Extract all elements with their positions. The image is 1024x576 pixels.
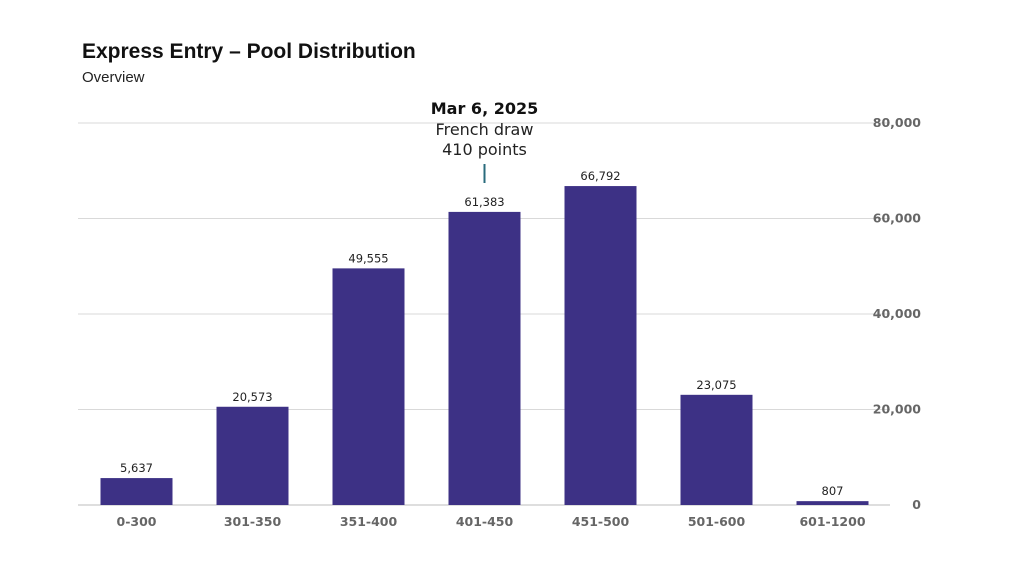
y-tick-label: 40,000 <box>873 306 922 321</box>
bar <box>216 406 289 505</box>
data-label: 49,555 <box>348 251 388 265</box>
x-tick-label: 351-400 <box>340 514 398 529</box>
x-tick-label: 401-450 <box>456 514 514 529</box>
y-tick-label: 80,000 <box>873 115 922 130</box>
chart-title: Express Entry – Pool Distribution <box>82 40 416 63</box>
bar <box>332 268 405 505</box>
y-tick-label: 20,000 <box>873 402 922 417</box>
chart-subtitle: Overview <box>82 69 145 86</box>
x-tick-label: 601-1200 <box>799 514 865 529</box>
y-axis-ticks: 0 20,000 40,000 60,000 80,000 <box>873 115 922 512</box>
annotation-date: Mar 6, 2025 <box>431 99 539 118</box>
y-tick-label: 0 <box>912 497 921 512</box>
annotation-line-1: French draw <box>436 120 534 139</box>
bar <box>680 394 753 505</box>
bar <box>564 186 637 505</box>
bar <box>796 501 869 505</box>
data-label: 5,637 <box>120 461 153 475</box>
x-tick-label: 451-500 <box>572 514 630 529</box>
bar <box>448 211 521 505</box>
x-tick-label: 0-300 <box>117 514 157 529</box>
x-tick-label: 501-600 <box>688 514 746 529</box>
data-label: 23,075 <box>696 378 736 392</box>
data-label: 807 <box>822 484 844 498</box>
data-label: 66,792 <box>580 169 620 183</box>
bars <box>100 186 869 505</box>
data-label: 61,383 <box>464 195 504 209</box>
x-tick-label: 301-350 <box>224 514 282 529</box>
data-labels: 5,637 20,573 49,555 61,383 66,792 23,075 807 <box>120 169 843 498</box>
annotation-line-2: 410 points <box>442 140 527 159</box>
bar <box>100 478 173 505</box>
annotation: Mar 6, 2025 French draw 410 points <box>431 99 539 183</box>
y-tick-label: 60,000 <box>873 211 922 226</box>
x-axis-ticks: 0-300 301-350 351-400 401-450 451-500 501-600… <box>117 514 866 529</box>
data-label: 20,573 <box>232 390 272 404</box>
